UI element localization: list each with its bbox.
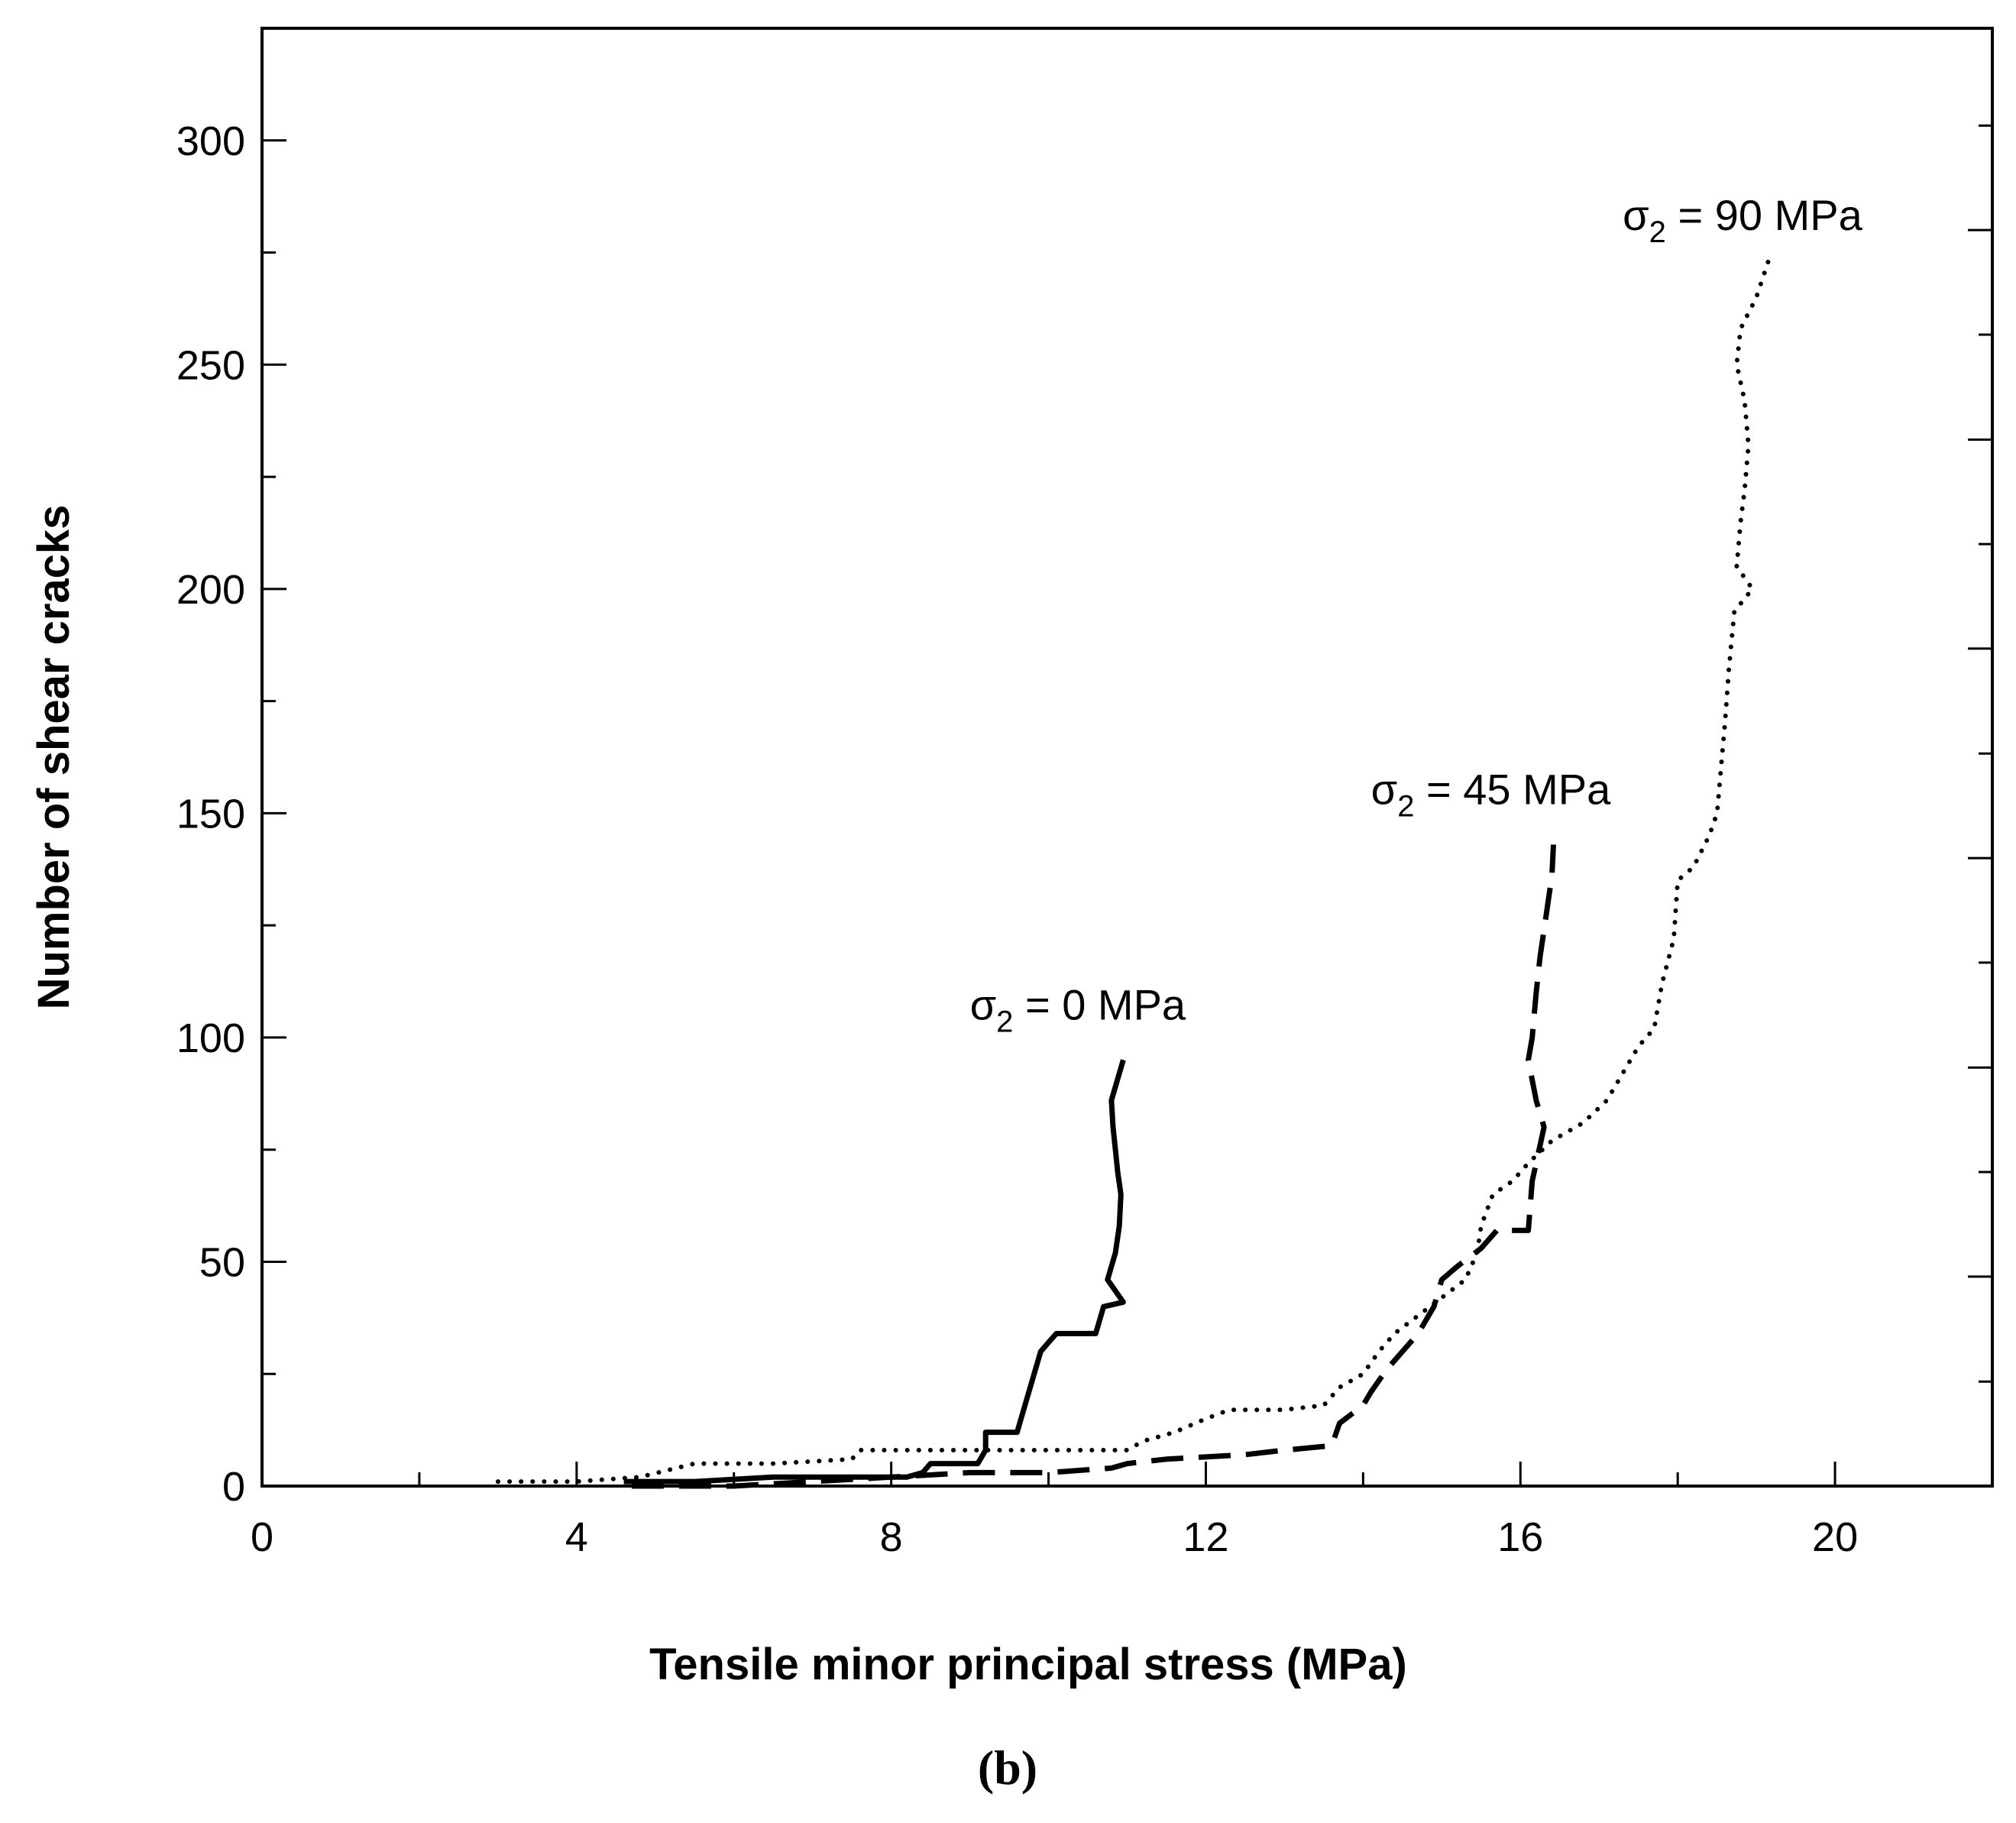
sigma-subscript: 2 — [1649, 215, 1666, 249]
sigma-subscript: 2 — [1397, 790, 1414, 824]
x-tick-label: 0 — [251, 1514, 273, 1560]
series-label-1: σ2 = 0 MPa — [970, 980, 1186, 1038]
x-axis-title: Tensile minor principal stress (MPa) — [649, 1640, 1407, 1689]
y-tick-label: 150 — [176, 791, 245, 837]
sigma-symbol: σ — [1623, 191, 1649, 239]
sigma-symbol: σ — [1371, 766, 1398, 814]
y-axis-title: Number of shear cracks — [29, 505, 79, 1010]
y-tick-label: 0 — [222, 1464, 245, 1510]
y-tick-label: 50 — [199, 1239, 245, 1285]
series-label-2: σ2 = 45 MPa — [1371, 766, 1611, 824]
series-line-2 — [631, 844, 1556, 1489]
plot-frame — [260, 27, 1994, 1488]
sigma-subscript: 2 — [996, 1005, 1013, 1038]
x-tick-label: 4 — [565, 1514, 588, 1560]
y-tick-label: 200 — [176, 567, 245, 613]
sigma-symbol: σ — [970, 980, 997, 1028]
y-tick-label: 300 — [176, 118, 245, 164]
series-line-3 — [495, 259, 1771, 1485]
x-tick-label: 20 — [1812, 1514, 1858, 1560]
figure-caption: (b) — [978, 1740, 1037, 1795]
series-layer — [495, 259, 1771, 1489]
label-text: = 90 MPa — [1666, 191, 1863, 239]
series-label-3: σ2 = 90 MPa — [1623, 191, 1862, 249]
x-tick-label: 8 — [880, 1514, 903, 1560]
y-tick-label: 250 — [176, 342, 245, 388]
label-text: = 0 MPa — [1013, 980, 1186, 1028]
x-tick-label: 12 — [1183, 1514, 1228, 1560]
label-text: = 45 MPa — [1414, 766, 1611, 814]
y-tick-label: 100 — [176, 1015, 245, 1061]
x-tick-label: 16 — [1497, 1514, 1543, 1560]
